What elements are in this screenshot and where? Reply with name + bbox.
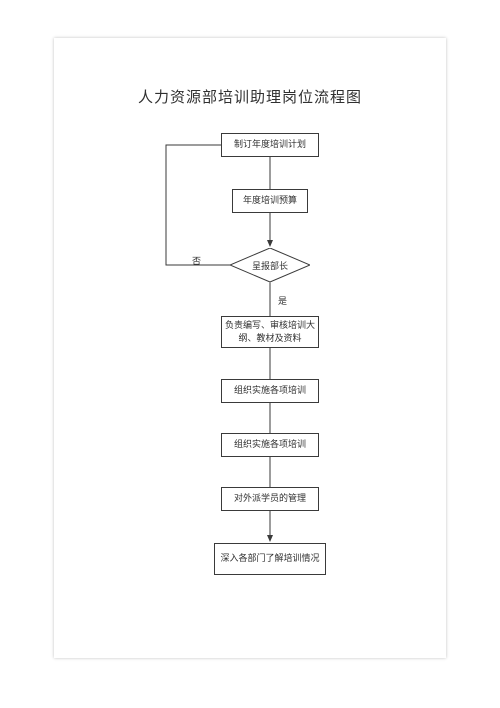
edge-label-yes: 是	[278, 294, 287, 307]
node-label: 呈报部长	[230, 248, 310, 282]
flow-node-implement-1: 组织实施各项培训	[221, 379, 319, 403]
edge-label-no: 否	[192, 254, 201, 267]
flow-node-budget: 年度培训预算	[232, 189, 308, 213]
node-label: 制订年度培训计划	[234, 138, 306, 152]
flow-node-implement-2: 组织实施各项培训	[221, 433, 319, 457]
flow-node-decision: 呈报部长	[230, 248, 310, 282]
node-label: 组织实施各项培训	[234, 438, 306, 452]
node-label: 对外派学员的管理	[234, 492, 306, 506]
flow-node-plan: 制订年度培训计划	[221, 133, 319, 157]
flow-node-external: 对外派学员的管理	[221, 487, 319, 511]
node-label: 深入各部门了解培训情况	[220, 552, 319, 566]
node-label: 组织实施各项培训	[234, 384, 306, 398]
node-label: 年度培训预算	[243, 194, 297, 208]
flow-node-review: 深入各部门了解培训情况	[214, 543, 326, 575]
page-title: 人力资源部培训助理岗位流程图	[54, 86, 446, 107]
flow-node-outline: 负责编写、审核培训大纲、教材及资料	[221, 316, 319, 348]
node-label: 负责编写、审核培训大纲、教材及资料	[224, 319, 316, 346]
document-page: 人力资源部培训助理岗位流程图 制订年度培训计划 年度培训预算 呈报部长 负责编写…	[54, 38, 446, 658]
